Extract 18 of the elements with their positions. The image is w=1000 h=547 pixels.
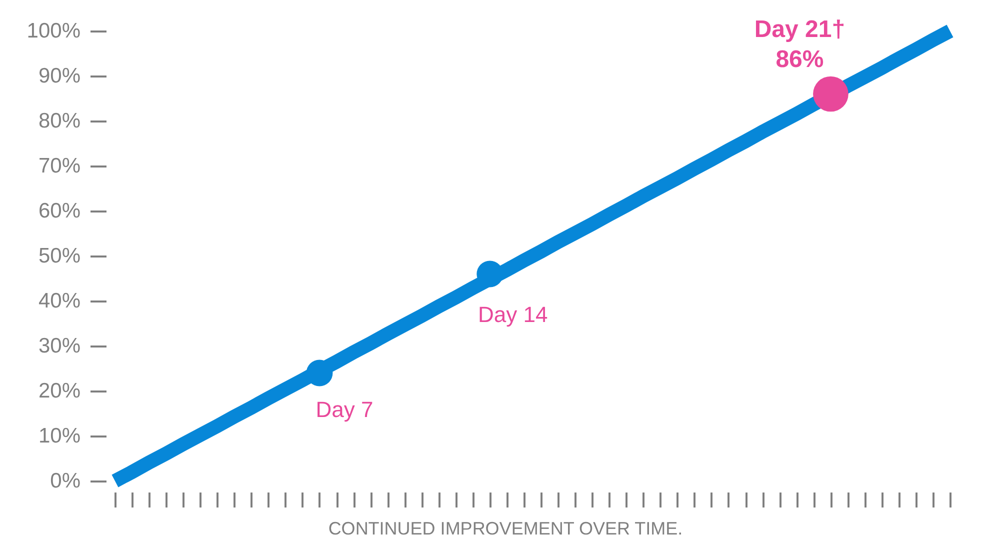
y-tick-label: 80% <box>38 110 80 132</box>
x-axis-title: CONTINUED IMPROVEMENT OVER TIME. <box>328 518 683 538</box>
y-tick-label: 0% <box>50 470 80 492</box>
y-tick-label: 100% <box>26 20 80 42</box>
y-tick-label: 30% <box>38 334 80 358</box>
point <box>813 76 848 112</box>
y-tick-label: 20% <box>38 380 80 402</box>
y-tick-label: 90% <box>38 64 80 88</box>
y-tick-label: 50% <box>38 244 80 268</box>
y-tick-label: 70% <box>38 154 80 178</box>
annotation: Day 14 <box>478 302 548 327</box>
annotation: Day 7 <box>316 397 374 422</box>
annotation: Day 21† 86% <box>754 16 846 73</box>
y-tick-label: 40% <box>38 290 80 312</box>
y-tick-label: 10% <box>38 424 80 448</box>
point <box>306 360 333 386</box>
point <box>476 260 504 288</box>
y-tick-label: 60% <box>38 200 80 222</box>
